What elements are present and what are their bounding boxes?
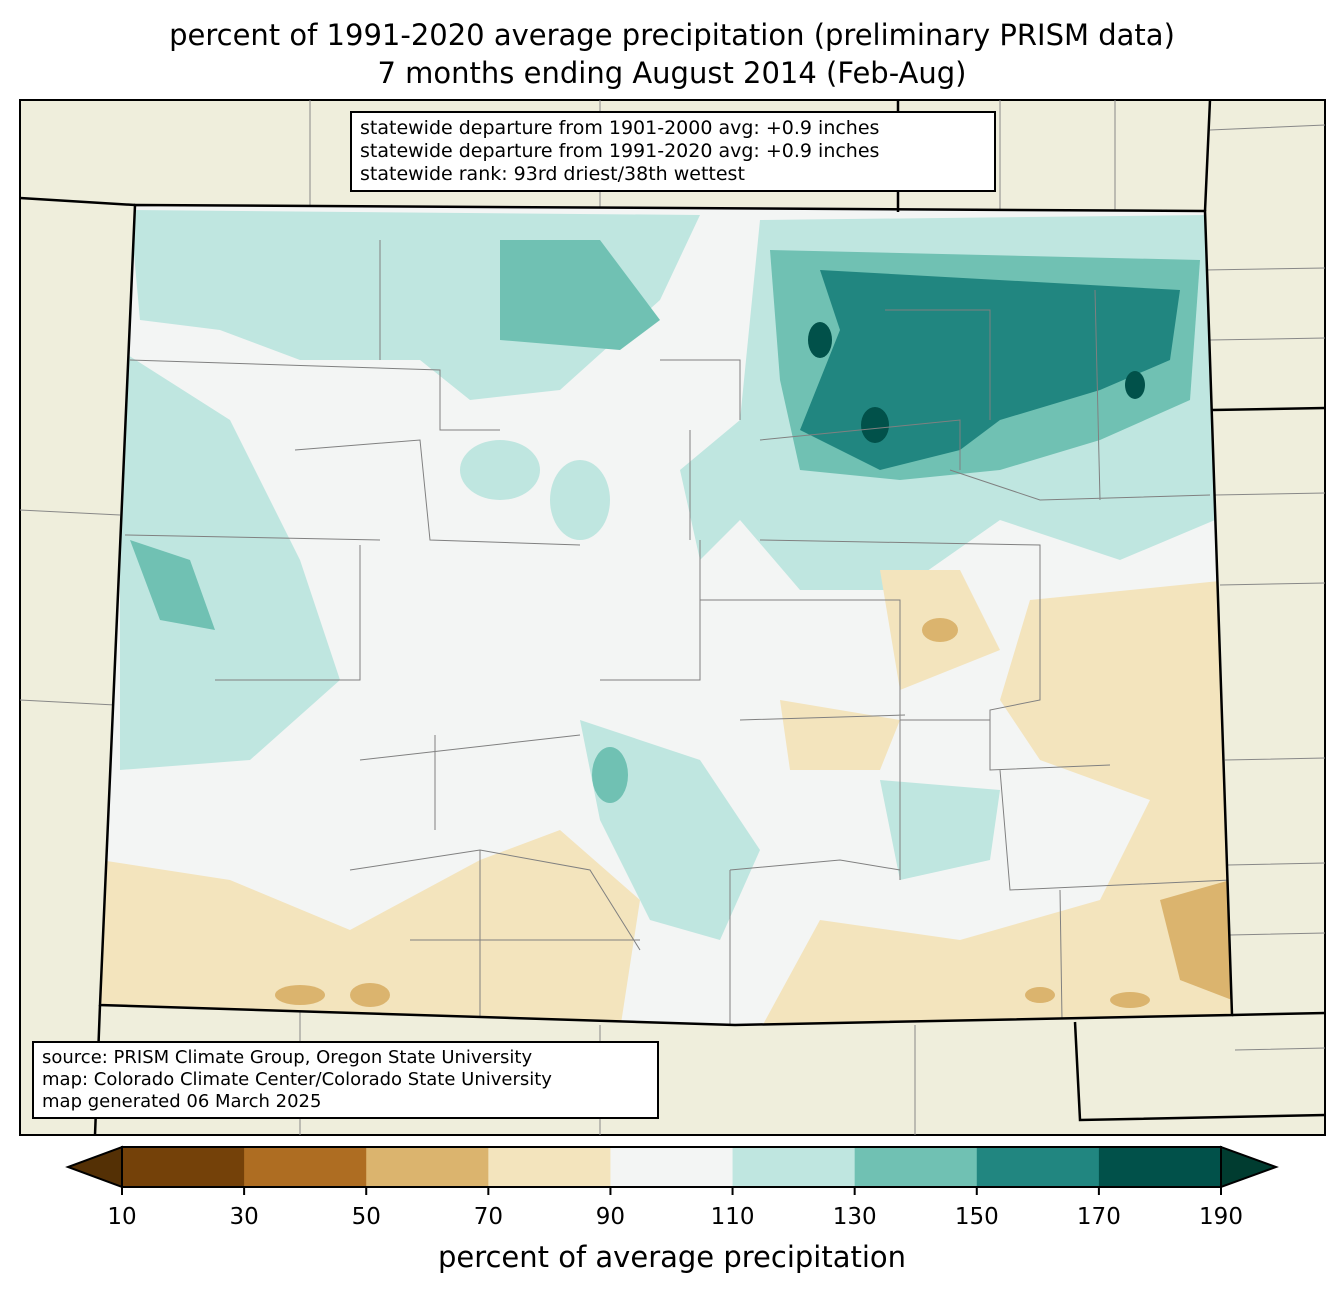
precip-70-90 [100,570,1232,1025]
source-line: source: PRISM Climate Group, Oregon Stat… [42,1047,533,1068]
stat-departure-1991-2020: statewide departure from 1991-2020 avg: … [360,140,880,162]
precip-170-190 [808,322,1145,443]
colorbar-segment [122,1147,245,1187]
colorbar-tick-label: 70 [473,1204,503,1230]
colorbar-tick-label: 130 [832,1204,877,1230]
colorbar-segment [244,1147,367,1187]
colorado-border [98,203,1234,1027]
colorbar-tick-label: 110 [710,1204,755,1230]
colorbar-tick-label: 10 [107,1204,137,1230]
colorbar-tick-label: 90 [595,1204,626,1230]
colorbar-tick-label: 170 [1076,1204,1121,1230]
colorbar-segment [366,1147,489,1187]
colorbar-label: percent of average precipitation [437,1240,907,1274]
colorbar-over-arrow [1220,1145,1279,1189]
source-box: source: PRISM Climate Group, Oregon Stat… [32,1041,659,1119]
map-subtitle: 7 months ending August 2014 (Feb-Aug) [377,56,967,90]
stat-rank: statewide rank: 93rd driest/38th wettest [360,163,745,185]
statewide-stats-box: statewide departure from 1901-2000 avg: … [350,111,996,192]
colorbar-segment [976,1147,1100,1187]
colorbar-segment [610,1147,734,1187]
stat-departure-1901-2000: statewide departure from 1901-2000 avg: … [360,117,880,139]
map-title: percent of 1991-2020 average precipitati… [169,18,1175,52]
colorbar-tick-label: 50 [351,1204,381,1230]
colorbar-tick-label: 190 [1199,1204,1243,1230]
colorbar-segment [854,1147,978,1187]
colorbar-outline [121,1146,1222,1188]
precip-50-70 [275,618,1232,1008]
colorbar-tick-label: 150 [954,1204,999,1230]
colorbar-segment [732,1147,856,1187]
generated-date-line: map generated 06 March 2025 [42,1091,322,1112]
colorbar-segment [488,1147,611,1187]
county-boundaries [124,240,1231,1025]
colorbar-segment [1098,1147,1222,1187]
colorbar-tick-label: 30 [229,1204,259,1230]
colorbar [65,1145,1279,1195]
colorbar-under-arrow [65,1145,123,1189]
map-credit-line: map: Colorado Climate Center/Colorado St… [42,1069,552,1090]
